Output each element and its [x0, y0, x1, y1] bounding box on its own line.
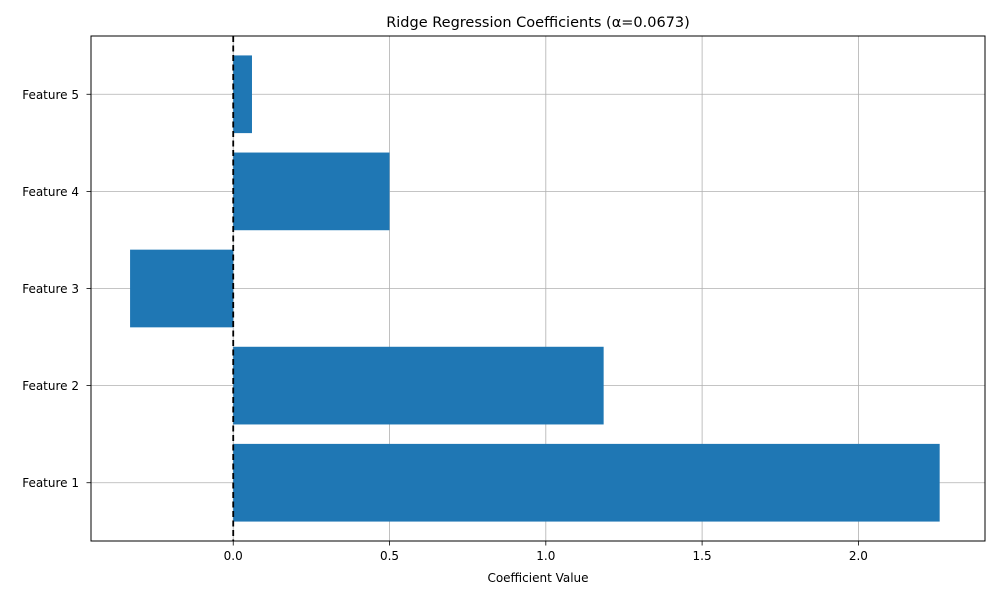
x-tick-label: 2.0	[849, 549, 868, 563]
bar	[233, 152, 390, 231]
y-tick-label: Feature 3	[22, 282, 79, 296]
y-tick-label: Feature 5	[22, 88, 79, 102]
x-tick-label: 0.0	[224, 549, 243, 563]
plot-area	[90, 35, 986, 542]
y-tick-label: Feature 1	[22, 476, 79, 490]
bars-layer	[130, 55, 940, 522]
bar	[233, 443, 940, 522]
x-axis-label: Coefficient Value	[487, 571, 588, 585]
y-axis-ticks: Feature 1 Feature 2 Feature 3 Feature 4 Feat…	[22, 88, 91, 490]
chart-title: Ridge Regression Coefficients (α=0.0673)	[386, 15, 690, 31]
y-tick-label: Feature 4	[22, 185, 79, 199]
x-tick-label: 1.5	[693, 549, 712, 563]
x-axis-ticks: 0.0 0.5 1.0 1.5 2.0	[224, 541, 868, 563]
x-tick-label: 1.0	[536, 549, 555, 563]
bar	[233, 346, 604, 425]
y-tick-label: Feature 2	[22, 379, 79, 393]
bar	[233, 55, 252, 134]
x-tick-label: 0.5	[380, 549, 399, 563]
bar	[130, 249, 234, 328]
